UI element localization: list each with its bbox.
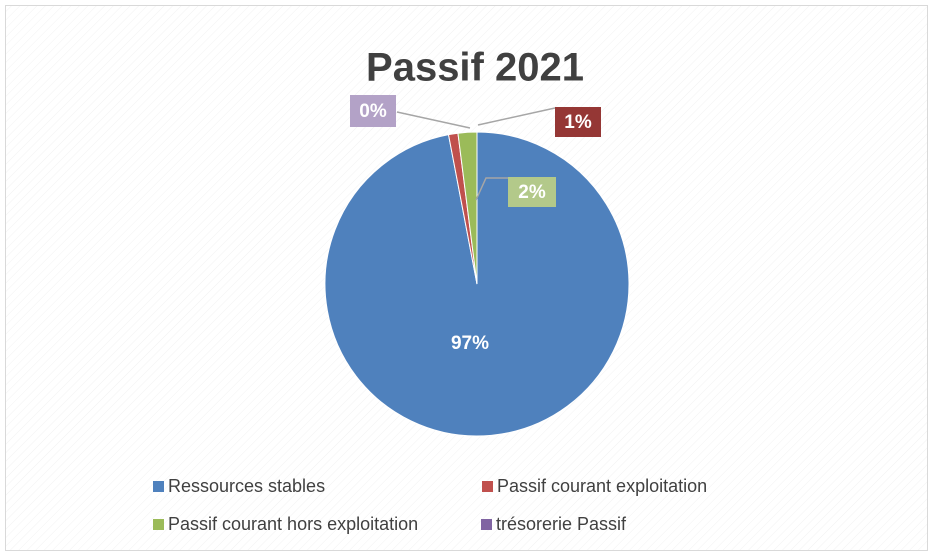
legend-swatch [482, 481, 493, 492]
legend-swatch [481, 519, 492, 530]
data-label: 0% [359, 101, 387, 122]
data-label-box [555, 107, 601, 137]
data-label: 2% [518, 182, 546, 203]
data-label: 1% [564, 112, 592, 133]
legend-label: trésorerie Passif [496, 514, 627, 534]
legend-swatch [153, 519, 164, 530]
leader-line [396, 111, 471, 129]
legend-label: Passif courant hors exploitation [168, 514, 418, 534]
data-label: 97% [451, 333, 489, 354]
legend-swatch [153, 481, 164, 492]
leader-line [475, 177, 508, 201]
chart-title: Passif 2021 [366, 46, 584, 90]
leader-line [477, 107, 556, 126]
legend-label: Passif courant exploitation [497, 476, 707, 496]
data-label-box [350, 95, 396, 127]
data-label-box [508, 177, 556, 207]
legend-label: Ressources stables [168, 476, 325, 496]
